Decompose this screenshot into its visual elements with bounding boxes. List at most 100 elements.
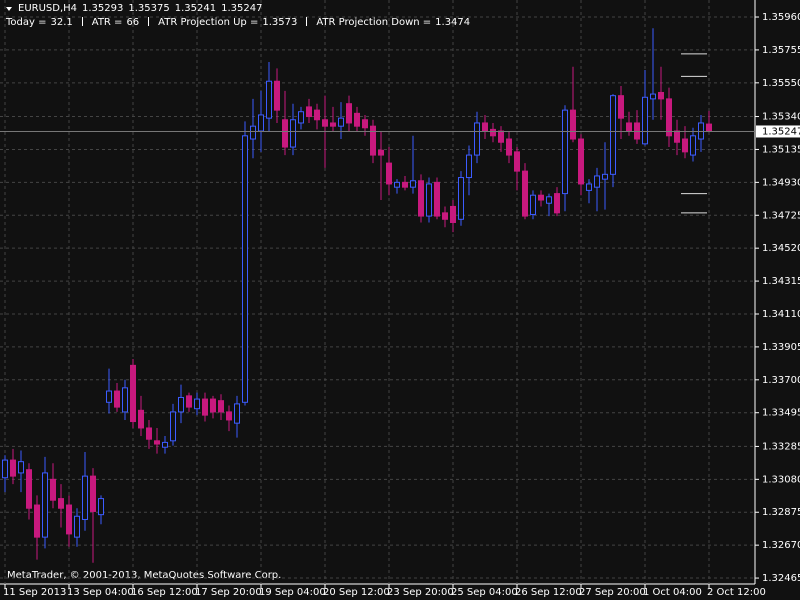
candle-body [26, 469, 32, 509]
candle-body [114, 390, 120, 408]
candle-body [562, 109, 568, 195]
candle-body [578, 138, 584, 185]
x-tick-label: 27 Sep 20:00 [579, 587, 646, 598]
x-tick-label: 11 Sep 2013 [3, 587, 66, 598]
candle-body [650, 93, 656, 100]
y-tick-label: 1.32670 [762, 540, 800, 551]
candle-body [618, 95, 624, 119]
footer: MetaTrader, © 2001-2013, MetaQuotes Soft… [7, 570, 281, 581]
candle-body [138, 409, 144, 429]
candle-body [586, 183, 592, 191]
x-tick-label: 19 Sep 04:00 [259, 587, 326, 598]
indicator-label: ATR = [91, 17, 123, 28]
x-tick-label: 25 Sep 04:00 [451, 587, 518, 598]
candle-body [642, 96, 648, 145]
candle-body [514, 151, 520, 172]
candle-body [210, 398, 216, 413]
candle-body [658, 91, 664, 100]
separator [148, 17, 150, 26]
candle-body [594, 175, 600, 188]
candle-body [410, 180, 416, 188]
candle-body [322, 119, 328, 127]
indicator-label: ATR Projection Down = [316, 17, 432, 28]
candle-body [90, 475, 96, 512]
x-tick-label: 2 Oct 12:00 [707, 587, 766, 598]
indicator-label: ATR Projection Up = [158, 17, 259, 28]
candle-body [426, 183, 432, 217]
indicator-value: 1.3573 [262, 17, 298, 28]
x-tick-label: 23 Sep 20:00 [387, 587, 454, 598]
y-tick-label: 1.32875 [762, 507, 800, 518]
candle-body [306, 106, 312, 118]
menu-arrow[interactable] [6, 7, 12, 11]
candle-body [290, 119, 296, 148]
candle-body [266, 80, 272, 119]
candle-body [130, 364, 136, 423]
candle-body [250, 125, 256, 140]
candle-body [58, 498, 64, 509]
price-label: 1.35247 [762, 126, 800, 137]
separator [306, 17, 308, 26]
x-tick-label: 17 Sep 20:00 [195, 587, 262, 598]
candle-body [298, 111, 304, 124]
candle-body [370, 125, 376, 156]
candle-body [274, 80, 280, 111]
y-tick-label: 1.33905 [762, 342, 800, 353]
open-value: 1.35293 [82, 3, 124, 14]
x-tick-label: 16 Sep 12:00 [131, 587, 198, 598]
candle-body [106, 390, 112, 403]
separator [81, 17, 83, 26]
candle-body [186, 395, 192, 408]
y-tick-label: 1.35960 [762, 12, 800, 23]
price-label-box [756, 125, 800, 138]
candle-body [554, 193, 560, 214]
y-tick-label: 1.33495 [762, 408, 800, 419]
candle-body [466, 154, 472, 179]
candle-body [674, 130, 680, 143]
indicator-line: Today = 32.1 ATR = 66 ATR Projection Up = 1.3… [6, 17, 475, 28]
candle-body [666, 98, 672, 137]
candle-body [626, 122, 632, 132]
candle-body [418, 180, 424, 217]
candle-body [2, 459, 8, 479]
candle-body [74, 515, 80, 538]
candle-body [282, 119, 288, 148]
y-tick-label: 1.34520 [762, 243, 800, 254]
candle-body [258, 114, 264, 132]
candle-body [690, 135, 696, 156]
candle-body [386, 162, 392, 185]
header: EURUSD,H4 1.35293 1.35375 1.35241 1.35247 [18, 3, 267, 14]
indicator-label: Today = [6, 17, 47, 28]
y-tick-label: 1.34110 [762, 309, 800, 320]
candle-body [530, 194, 536, 215]
candle-body [522, 170, 528, 217]
candle-body [442, 212, 448, 220]
low-value: 1.35241 [174, 3, 217, 14]
candle-body [338, 117, 344, 127]
x-tick-label: 26 Sep 12:00 [515, 587, 582, 598]
x-tick-label: 1 Oct 04:00 [643, 587, 702, 598]
y-tick-label: 1.35135 [762, 144, 800, 155]
candle-body [506, 138, 512, 156]
y-tick-label: 1.33285 [762, 441, 800, 452]
x-tick-label: 20 Sep 12:00 [323, 587, 390, 598]
y-tick-label: 1.35755 [762, 45, 800, 56]
candle-body [362, 119, 368, 129]
candle-body [234, 403, 240, 424]
candle-body [202, 398, 208, 416]
candle-body [10, 459, 16, 477]
candle-body [18, 461, 24, 474]
candle-body [394, 181, 400, 188]
y-tick-label: 1.32465 [762, 573, 800, 584]
candle-body [242, 135, 248, 403]
high-value: 1.35375 [128, 3, 170, 14]
candle-body [474, 122, 480, 156]
y-tick-label: 1.33080 [762, 474, 800, 485]
candle-body [146, 427, 152, 440]
candle-body [194, 398, 200, 410]
candle-body [434, 181, 440, 217]
indicator-value: 66 [126, 17, 140, 28]
